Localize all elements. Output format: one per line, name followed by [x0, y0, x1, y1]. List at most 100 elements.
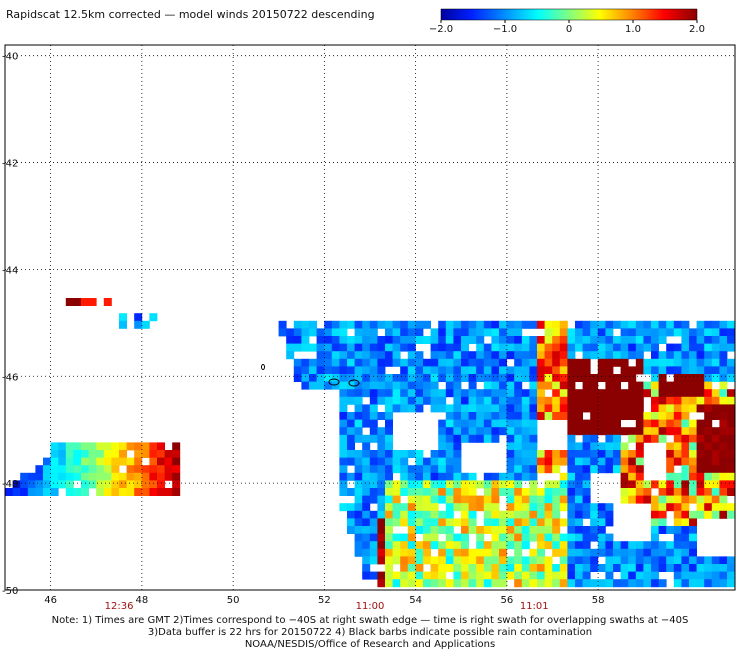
- wind-cell: [567, 457, 576, 466]
- wind-cell: [651, 510, 659, 519]
- wind-cell: [407, 541, 416, 550]
- wind-cell: [392, 480, 401, 489]
- wind-cell: [400, 358, 409, 367]
- wind-cell: [354, 404, 363, 413]
- wind-cell: [711, 457, 720, 466]
- wind-cell: [354, 472, 363, 481]
- wind-cell: [582, 404, 591, 413]
- wind-cell: [27, 488, 36, 496]
- wind-cell: [719, 465, 728, 474]
- wind-cell: [468, 396, 477, 405]
- wind-cell: [651, 571, 659, 580]
- wind-cell: [385, 404, 393, 413]
- wind-cell: [362, 480, 371, 489]
- wind-cell: [491, 495, 500, 504]
- wind-cell: [157, 450, 165, 458]
- wind-cell: [453, 556, 462, 565]
- wind-cell: [514, 488, 523, 496]
- wind-cell: [362, 351, 371, 360]
- wind-cell: [613, 396, 621, 405]
- wind-cell: [605, 404, 614, 413]
- wind-cell: [567, 495, 576, 504]
- wind-cell: [711, 396, 720, 405]
- wind-cell: [400, 328, 409, 337]
- wind-cell: [590, 427, 599, 436]
- wind-cell: [597, 564, 606, 572]
- wind-cell: [696, 404, 705, 413]
- wind-cell: [711, 336, 720, 344]
- wind-cell: [385, 412, 393, 420]
- wind-cell: [377, 442, 386, 451]
- wind-cell: [438, 396, 447, 405]
- wind-cell: [719, 336, 728, 344]
- wind-cell: [552, 488, 561, 496]
- wind-cell: [347, 450, 355, 458]
- wind-cell: [673, 358, 682, 367]
- wind-cell: [468, 320, 477, 329]
- wind-cell: [453, 351, 462, 360]
- wind-cell: [529, 548, 538, 557]
- wind-cell: [293, 336, 302, 344]
- wind-cell: [658, 488, 667, 496]
- wind-cell: [559, 450, 568, 458]
- wind-cell: [529, 518, 538, 527]
- wind-cell: [483, 328, 492, 337]
- wind-cell: [506, 465, 515, 474]
- wind-cell: [499, 358, 507, 367]
- wind-cell: [552, 366, 561, 375]
- wind-cell: [704, 465, 713, 474]
- wind-cell: [331, 358, 340, 367]
- wind-cell: [369, 351, 378, 360]
- wind-cell: [658, 389, 667, 398]
- wind-cell: [468, 510, 477, 519]
- wind-cell: [666, 488, 675, 496]
- wind-cell: [58, 472, 67, 481]
- wind-cell: [567, 450, 576, 458]
- wind-cell: [506, 336, 515, 344]
- wind-cell: [438, 328, 447, 337]
- wind-cell: [499, 351, 507, 360]
- wind-cell: [696, 571, 705, 580]
- wind-cell: [369, 548, 378, 557]
- wind-cell: [651, 548, 659, 557]
- wind-cell: [719, 358, 728, 367]
- wind-cell: [354, 526, 363, 534]
- wind-cell: [613, 450, 621, 458]
- wind-cell: [696, 381, 705, 390]
- wind-cell: [453, 472, 462, 481]
- wind-cell: [423, 556, 431, 565]
- wind-cell: [172, 472, 181, 481]
- wind-cell: [605, 571, 614, 580]
- wind-cell: [347, 396, 355, 405]
- wind-cell: [134, 488, 143, 496]
- wind-cell: [119, 488, 127, 496]
- wind-cell: [605, 434, 614, 443]
- wind-cell: [620, 404, 629, 413]
- wind-cell: [385, 442, 393, 451]
- wind-cell: [506, 404, 515, 413]
- wind-cell: [347, 412, 355, 420]
- wind-cell: [635, 571, 644, 580]
- wind-cell: [506, 488, 515, 496]
- wind-cell: [514, 457, 523, 466]
- wind-cell: [727, 427, 735, 436]
- wind-cell: [476, 556, 485, 565]
- wind-cell: [430, 450, 439, 458]
- wind-cell: [719, 510, 728, 519]
- wind-cell: [385, 434, 393, 443]
- wind-cell: [400, 472, 409, 481]
- wind-cell: [696, 510, 705, 519]
- wind-cell: [491, 526, 500, 534]
- wind-cell: [628, 336, 637, 344]
- wind-cell: [157, 442, 165, 451]
- wind-cell: [552, 579, 561, 588]
- wind-cell: [339, 381, 348, 390]
- wind-cell: [537, 579, 545, 588]
- wind-cell: [423, 480, 431, 489]
- wind-cell: [483, 480, 492, 489]
- wind-cell: [651, 556, 659, 565]
- wind-cell: [651, 336, 659, 344]
- wind-cell: [537, 564, 545, 572]
- wind-cell: [567, 488, 576, 496]
- wind-cell: [567, 336, 576, 344]
